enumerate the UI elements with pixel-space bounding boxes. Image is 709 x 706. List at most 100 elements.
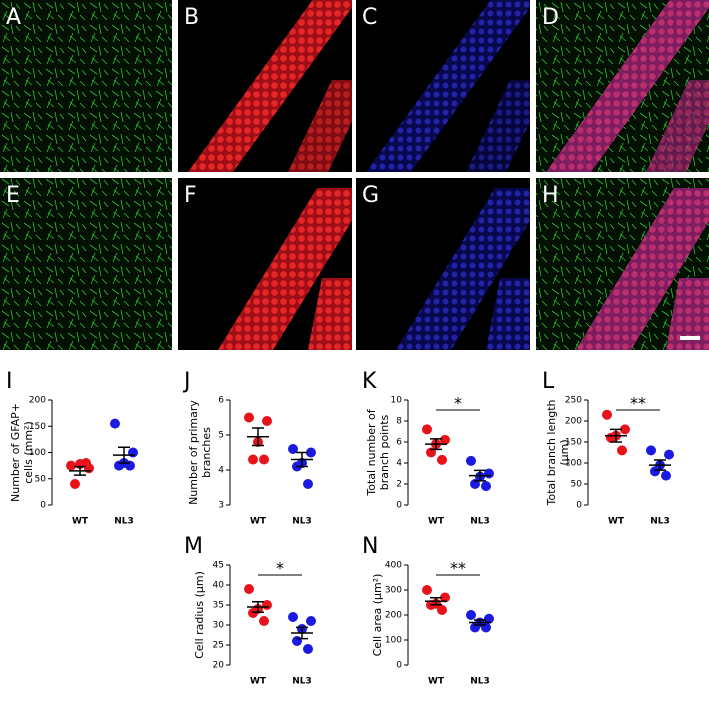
data-point — [617, 445, 627, 456]
y-tick-label: 40 — [213, 581, 225, 591]
cell-layer — [646, 80, 709, 172]
y-tick-label: 150 — [29, 422, 46, 432]
sem-bar — [252, 601, 264, 613]
y-tick-label: 6 — [218, 396, 224, 406]
cell-layer — [576, 188, 709, 350]
significance-label: * — [454, 394, 462, 413]
data-point — [244, 584, 254, 594]
x-tick-label: NL3 — [292, 677, 312, 687]
y-axis-label: Total number of — [365, 408, 378, 496]
cell-layer — [218, 188, 352, 350]
data-point — [484, 613, 494, 624]
data-point — [422, 585, 432, 595]
data-point — [481, 481, 491, 492]
image-content — [178, 0, 352, 172]
data-point — [292, 636, 302, 646]
cell-layer — [366, 0, 530, 172]
image-content — [178, 178, 352, 350]
y-axis-label: branches — [200, 427, 213, 478]
data-point — [66, 460, 76, 471]
image-content — [536, 178, 709, 350]
y-tick-label: 50 — [35, 474, 47, 484]
y-tick-label: 50 — [571, 480, 583, 490]
y-tick-label: 0 — [396, 661, 402, 671]
micrograph-panel: F — [178, 178, 352, 350]
micrograph-panel: A — [0, 0, 172, 172]
scatter-chart: N Cell area (µm²) 0 100 200 300 400 WT NL3 ** — [362, 534, 494, 687]
data-point — [422, 424, 432, 435]
cell-layer — [486, 278, 530, 350]
y-tick-label: 200 — [29, 396, 46, 406]
y-axis-label: cells (mm²) — [22, 421, 35, 484]
micrograph-panel: C — [356, 0, 530, 172]
cell-layer — [466, 80, 530, 172]
data-point — [262, 416, 272, 426]
data-point — [128, 447, 138, 458]
panel-letter: A — [6, 5, 21, 30]
data-point — [470, 622, 480, 633]
y-axis-label: Total branch length — [545, 399, 558, 506]
sem-bar — [610, 428, 622, 443]
significance-label: ** — [450, 559, 466, 578]
y-tick-label: 2 — [396, 480, 402, 490]
cell-layer — [288, 80, 352, 172]
y-tick-label: 8 — [396, 417, 402, 427]
cell-layer — [396, 188, 530, 350]
data-point — [481, 622, 491, 633]
x-tick-label: WT — [250, 517, 267, 527]
x-tick-label: NL3 — [470, 517, 490, 527]
y-tick-label: 10 — [391, 396, 403, 406]
y-tick-label: 0 — [576, 501, 582, 511]
x-tick-label: WT — [428, 677, 445, 687]
x-tick-label: NL3 — [470, 677, 490, 687]
panel-letter: H — [542, 183, 559, 208]
data-point — [620, 424, 630, 435]
data-point — [110, 418, 120, 429]
data-point — [114, 460, 124, 471]
y-tick-label: 3 — [218, 501, 224, 511]
x-tick-label: NL3 — [292, 517, 312, 527]
y-tick-label: 0 — [396, 501, 402, 511]
cell-layer — [308, 278, 352, 350]
sem-bar — [296, 451, 308, 468]
sem-bar — [474, 469, 486, 482]
cell-layer — [666, 278, 709, 350]
y-axis-label: Cell area (µm²) — [371, 574, 384, 657]
y-axis-label: Cell radius (µm) — [193, 571, 206, 659]
data-point — [248, 454, 258, 465]
data-point — [248, 608, 258, 618]
y-tick-label: 4 — [218, 466, 224, 476]
panel-letter: K — [362, 369, 377, 394]
x-tick-label: NL3 — [114, 517, 134, 527]
data-point — [288, 612, 298, 622]
y-tick-label: 6 — [396, 438, 402, 448]
data-point — [437, 454, 447, 465]
sem-bar — [430, 597, 442, 606]
x-tick-label: WT — [608, 517, 625, 527]
micrograph-panel: G — [356, 178, 530, 350]
y-tick-label: 100 — [565, 459, 582, 469]
y-tick-label: 30 — [213, 621, 225, 631]
sem-bar — [118, 446, 130, 464]
y-tick-label: 4 — [396, 459, 402, 469]
sem-bar — [252, 427, 264, 447]
data-point — [303, 479, 313, 489]
y-axis-label: (µm) — [558, 439, 571, 465]
data-point — [664, 449, 674, 460]
data-point — [306, 447, 316, 458]
sem-bar — [296, 626, 308, 640]
y-tick-label: 25 — [213, 641, 224, 651]
panel-letter: M — [184, 534, 203, 559]
scatter-chart: M Cell radius (µm) 20 25 30 35 40 45 WT NL3 * — [184, 534, 316, 687]
y-tick-label: 150 — [565, 438, 582, 448]
y-tick-label: 200 — [565, 417, 582, 427]
micrograph-panel: E — [0, 178, 172, 350]
panel-letter: I — [6, 369, 13, 394]
panel-letter: N — [362, 534, 378, 559]
panel-letter: B — [184, 5, 199, 30]
y-tick-label: 0 — [40, 501, 46, 511]
image-content — [356, 178, 530, 350]
data-point — [602, 409, 612, 420]
